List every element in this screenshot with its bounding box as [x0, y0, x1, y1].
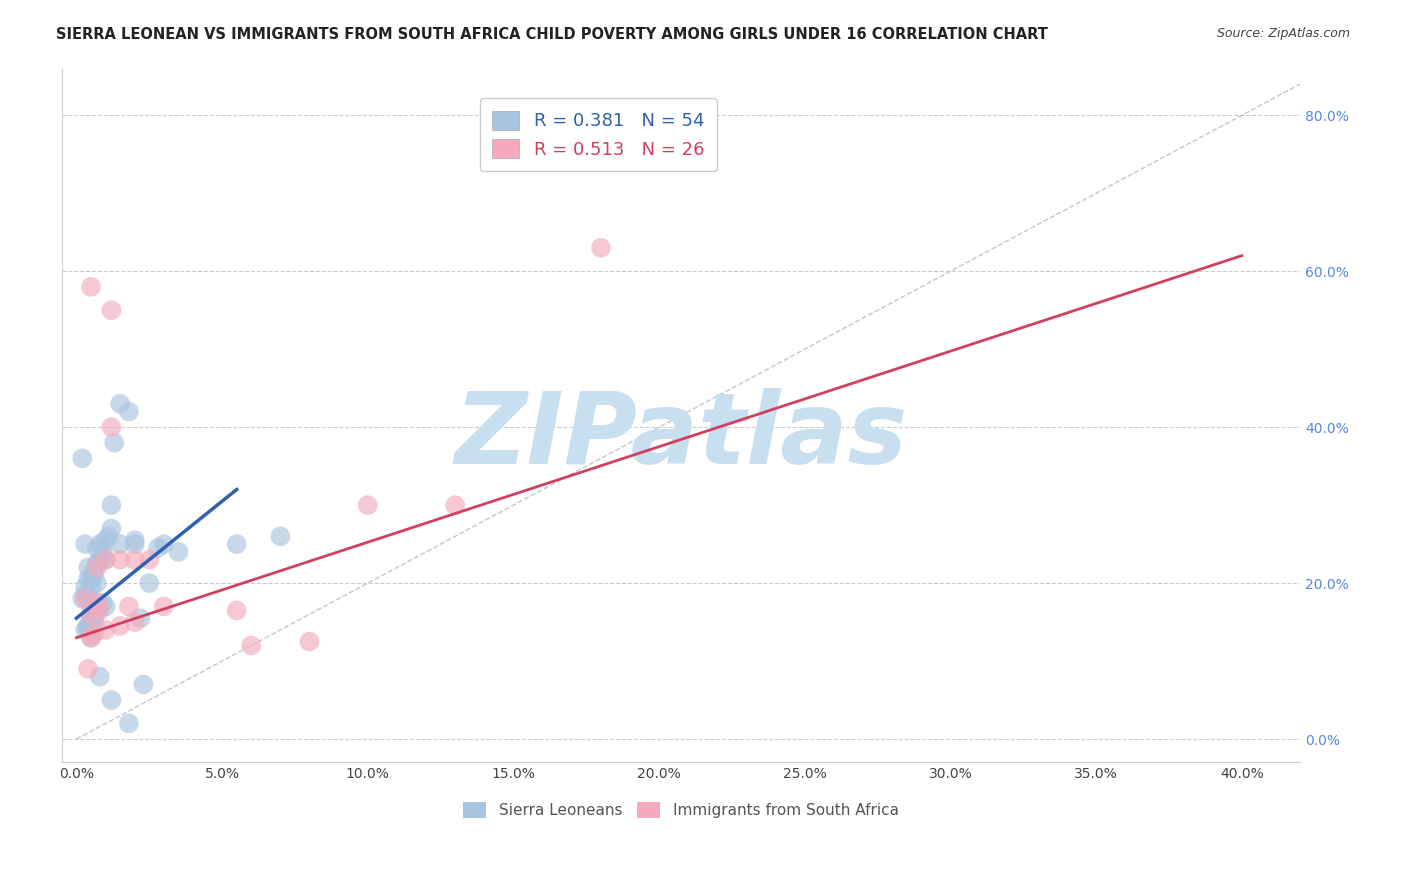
Point [80, 607, 103, 622]
Point [357, 498, 380, 512]
Point [108, 397, 131, 411]
Point [77, 623, 100, 637]
Point [129, 611, 152, 625]
Point [108, 552, 131, 566]
Point [124, 537, 146, 551]
Point [124, 615, 146, 629]
Point [138, 552, 160, 566]
Point [167, 545, 190, 559]
Point [80, 580, 103, 594]
Point [89, 537, 111, 551]
Point [80, 572, 103, 586]
Point [86, 603, 108, 617]
Point [100, 420, 122, 434]
Point [80, 631, 103, 645]
Point [77, 619, 100, 633]
Point [118, 599, 141, 614]
Point [100, 498, 122, 512]
Text: Source: ZipAtlas.com: Source: ZipAtlas.com [1216, 27, 1350, 40]
Point [103, 435, 125, 450]
Point [77, 572, 100, 586]
Point [91, 596, 114, 610]
Point [91, 545, 114, 559]
Point [80, 631, 103, 645]
Legend: Sierra Leoneans, Immigrants from South Africa: Sierra Leoneans, Immigrants from South A… [457, 796, 904, 824]
Point [100, 522, 122, 536]
Point [108, 537, 131, 551]
Point [86, 560, 108, 574]
Point [94, 623, 117, 637]
Point [146, 541, 169, 555]
Point [72, 591, 94, 606]
Point [94, 533, 117, 548]
Point [100, 303, 122, 318]
Point [77, 619, 100, 633]
Point [83, 611, 105, 625]
Point [132, 677, 155, 691]
Point [89, 552, 111, 566]
Point [86, 576, 108, 591]
Point [124, 533, 146, 548]
Point [89, 670, 111, 684]
Point [298, 634, 321, 648]
Point [75, 588, 97, 602]
Point [80, 599, 103, 614]
Point [153, 537, 176, 551]
Point [80, 611, 103, 625]
Point [86, 541, 108, 555]
Text: SIERRA LEONEAN VS IMMIGRANTS FROM SOUTH AFRICA CHILD POVERTY AMONG GIRLS UNDER 1: SIERRA LEONEAN VS IMMIGRANTS FROM SOUTH … [56, 27, 1047, 42]
Point [77, 560, 100, 574]
Point [444, 498, 467, 512]
Point [94, 552, 117, 566]
Point [240, 639, 263, 653]
Point [77, 662, 100, 676]
Point [118, 404, 141, 418]
Point [83, 565, 105, 579]
Point [138, 576, 160, 591]
Point [124, 552, 146, 566]
Point [118, 716, 141, 731]
Point [225, 537, 247, 551]
Point [86, 596, 108, 610]
Point [83, 596, 105, 610]
Point [75, 623, 97, 637]
Point [72, 451, 94, 466]
Point [97, 529, 120, 543]
Point [94, 552, 117, 566]
Point [86, 603, 108, 617]
Point [89, 603, 111, 617]
Point [75, 537, 97, 551]
Point [589, 241, 612, 255]
Point [225, 603, 247, 617]
Point [75, 591, 97, 606]
Point [83, 615, 105, 629]
Point [75, 580, 97, 594]
Point [80, 607, 103, 622]
Point [269, 529, 291, 543]
Point [80, 280, 103, 294]
Point [100, 693, 122, 707]
Point [94, 599, 117, 614]
Point [153, 599, 176, 614]
Point [83, 568, 105, 582]
Point [108, 619, 131, 633]
Point [83, 627, 105, 641]
Text: ZIPatlas: ZIPatlas [454, 388, 907, 484]
Point [86, 557, 108, 571]
